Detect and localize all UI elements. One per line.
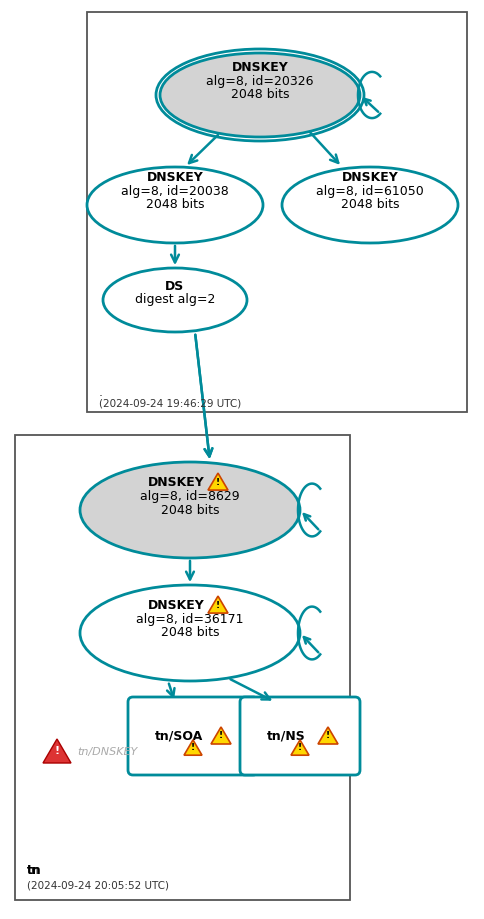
Text: !: !: [216, 601, 220, 609]
Text: DNSKEY: DNSKEY: [148, 598, 204, 612]
Text: 2048 bits: 2048 bits: [231, 88, 289, 101]
Text: alg=8, id=61050: alg=8, id=61050: [316, 185, 424, 198]
Polygon shape: [184, 740, 202, 755]
Text: tn: tn: [27, 864, 42, 877]
Polygon shape: [208, 473, 228, 490]
Text: .: .: [99, 385, 103, 399]
Text: (2024-09-24 20:05:52 UTC): (2024-09-24 20:05:52 UTC): [27, 881, 169, 891]
Text: !: !: [216, 478, 220, 486]
Text: !: !: [54, 746, 60, 756]
Text: tn: tn: [27, 864, 40, 877]
Ellipse shape: [103, 268, 247, 332]
Text: !: !: [326, 732, 330, 741]
Text: tn/SOA: tn/SOA: [155, 730, 203, 743]
FancyBboxPatch shape: [128, 697, 258, 775]
Text: DNSKEY: DNSKEY: [148, 476, 204, 489]
Text: DNSKEY: DNSKEY: [232, 61, 288, 74]
Polygon shape: [318, 727, 338, 744]
Ellipse shape: [80, 585, 300, 681]
Text: DS: DS: [166, 279, 184, 292]
Ellipse shape: [160, 53, 360, 137]
Bar: [87, 12, 467, 412]
Bar: [15, 435, 350, 900]
Polygon shape: [211, 727, 231, 744]
Ellipse shape: [80, 462, 300, 558]
Ellipse shape: [282, 167, 458, 243]
Text: tn/NS: tn/NS: [267, 730, 305, 743]
Text: (2024-09-24 19:46:29 UTC): (2024-09-24 19:46:29 UTC): [99, 399, 241, 409]
Text: !: !: [191, 743, 195, 753]
Text: 2048 bits: 2048 bits: [161, 627, 219, 640]
Text: digest alg=2: digest alg=2: [135, 293, 215, 307]
Polygon shape: [291, 740, 309, 755]
Ellipse shape: [87, 167, 263, 243]
Polygon shape: [208, 596, 228, 613]
Text: DNSKEY: DNSKEY: [342, 171, 398, 184]
Polygon shape: [43, 739, 71, 763]
Text: !: !: [298, 743, 302, 753]
Text: alg=8, id=8629: alg=8, id=8629: [140, 490, 240, 503]
Text: alg=8, id=20326: alg=8, id=20326: [206, 74, 314, 87]
Text: 2048 bits: 2048 bits: [341, 199, 399, 211]
Text: 2048 bits: 2048 bits: [161, 504, 219, 516]
Text: alg=8, id=20038: alg=8, id=20038: [121, 185, 229, 198]
Text: 2048 bits: 2048 bits: [146, 199, 204, 211]
Text: !: !: [219, 732, 223, 741]
FancyBboxPatch shape: [240, 697, 360, 775]
Text: tn/DNSKEY: tn/DNSKEY: [77, 747, 137, 757]
Text: DNSKEY: DNSKEY: [147, 171, 203, 184]
Text: alg=8, id=36171: alg=8, id=36171: [136, 613, 244, 626]
